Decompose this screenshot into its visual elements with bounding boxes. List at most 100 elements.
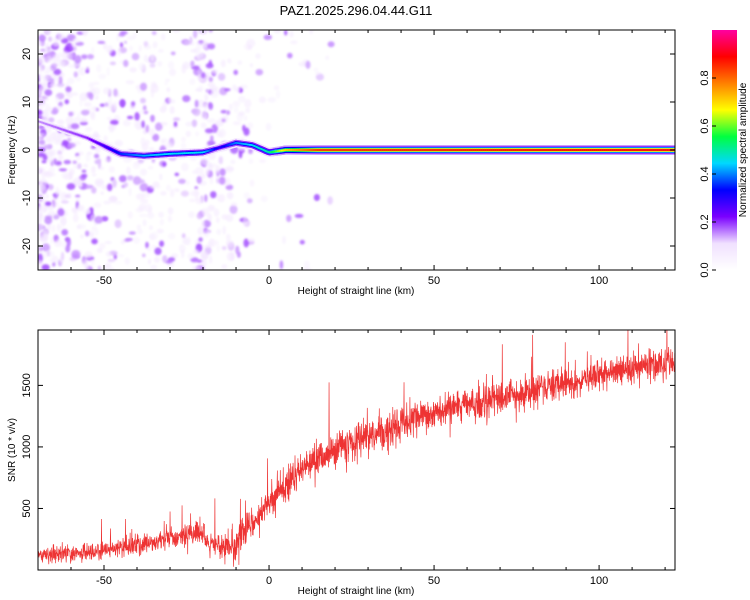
noise-blob bbox=[47, 210, 57, 217]
noise-blob bbox=[138, 45, 142, 52]
noise-blob bbox=[196, 99, 205, 108]
noise-blob bbox=[124, 40, 127, 44]
noise-blob bbox=[88, 92, 94, 101]
noise-blob bbox=[226, 110, 231, 115]
noise-blob bbox=[79, 99, 83, 107]
noise-blob bbox=[221, 246, 227, 251]
noise-blob bbox=[154, 247, 162, 255]
noise-blob bbox=[162, 162, 167, 167]
noise-blob bbox=[93, 202, 102, 208]
noise-blob bbox=[71, 92, 79, 96]
noise-blob bbox=[44, 30, 51, 36]
noise-blob bbox=[205, 167, 210, 176]
noise-blob bbox=[203, 229, 210, 238]
noise-blob bbox=[85, 153, 91, 163]
noise-blob bbox=[58, 33, 66, 40]
noise-blob bbox=[149, 63, 156, 68]
noise-blob bbox=[74, 55, 82, 64]
noise-blob bbox=[195, 197, 203, 205]
noise-blob bbox=[225, 233, 231, 241]
noise-blob bbox=[233, 69, 238, 75]
noise-blob bbox=[64, 99, 70, 105]
noise-blob bbox=[38, 219, 42, 223]
noise-blob bbox=[147, 247, 152, 252]
spectrogram-ridge-layer bbox=[38, 118, 675, 161]
noise-blob bbox=[231, 202, 238, 207]
noise-blob bbox=[142, 105, 147, 112]
noise-blob bbox=[238, 95, 246, 103]
noise-blob bbox=[85, 184, 94, 189]
noise-blob bbox=[84, 126, 93, 132]
noise-blob bbox=[166, 87, 171, 93]
noise-blob bbox=[138, 179, 145, 184]
noise-blob bbox=[56, 82, 65, 88]
snr-y-ticks: 500 1000 1500 bbox=[21, 373, 675, 518]
colorbar-tick-label: 0.4 bbox=[699, 166, 711, 181]
noise-blob bbox=[147, 258, 152, 265]
noise-blob bbox=[75, 182, 84, 187]
noise-blob bbox=[284, 30, 288, 36]
noise-blob bbox=[198, 237, 203, 242]
noise-blob bbox=[160, 33, 166, 41]
noise-blob bbox=[80, 234, 84, 239]
noise-blob bbox=[142, 253, 146, 258]
noise-blob bbox=[201, 173, 206, 180]
noise-blob bbox=[294, 213, 304, 218]
noise-blob bbox=[140, 168, 147, 176]
noise-blob bbox=[79, 92, 88, 102]
noise-blob bbox=[133, 236, 140, 244]
noise-blob bbox=[246, 38, 256, 48]
noise-blob bbox=[58, 154, 64, 161]
noise-blob bbox=[85, 230, 90, 237]
noise-blob bbox=[192, 108, 201, 116]
noise-blob bbox=[97, 158, 101, 163]
noise-blob bbox=[132, 32, 137, 39]
noise-blob bbox=[194, 99, 199, 108]
noise-blob bbox=[149, 146, 155, 152]
noise-blob bbox=[39, 204, 48, 213]
noise-blob bbox=[201, 158, 208, 166]
noise-blob bbox=[75, 152, 80, 157]
noise-blob bbox=[53, 42, 59, 47]
noise-blob bbox=[72, 37, 80, 44]
noise-blob bbox=[152, 41, 158, 49]
noise-blob bbox=[53, 68, 62, 75]
y-tick-label: 20 bbox=[21, 48, 33, 60]
noise-blob bbox=[213, 208, 220, 217]
noise-blob bbox=[149, 225, 153, 230]
noise-blob bbox=[55, 96, 60, 104]
noise-blob bbox=[242, 216, 248, 226]
noise-blob bbox=[58, 168, 67, 172]
noise-blob bbox=[75, 76, 81, 82]
noise-blob bbox=[218, 176, 226, 185]
noise-blob bbox=[94, 153, 100, 159]
noise-blob bbox=[45, 201, 52, 206]
noise-blob bbox=[63, 159, 71, 165]
noise-blob bbox=[185, 180, 190, 186]
noise-blob bbox=[102, 87, 112, 95]
noise-blob bbox=[313, 67, 319, 72]
noise-blob bbox=[224, 88, 231, 92]
noise-blob bbox=[49, 172, 56, 177]
noise-blob bbox=[220, 59, 226, 68]
noise-blob bbox=[38, 55, 46, 64]
noise-blob bbox=[45, 150, 54, 157]
noise-blob bbox=[201, 207, 210, 217]
noise-blob bbox=[229, 205, 238, 214]
noise-blob bbox=[207, 140, 216, 146]
noise-blob bbox=[134, 161, 140, 166]
colorbar-tick-label: 0.2 bbox=[699, 214, 711, 229]
noise-blob bbox=[247, 122, 254, 129]
noise-blob bbox=[286, 214, 292, 223]
noise-blob bbox=[249, 63, 253, 68]
noise-blob bbox=[234, 86, 241, 93]
noise-blob bbox=[73, 45, 77, 52]
noise-blob bbox=[282, 235, 286, 245]
noise-blob bbox=[174, 172, 180, 177]
noise-blob bbox=[65, 116, 74, 125]
noise-blob bbox=[42, 110, 48, 117]
noise-blob bbox=[243, 192, 250, 199]
noise-blob bbox=[39, 41, 45, 47]
noise-blob bbox=[73, 116, 81, 123]
noise-blob bbox=[234, 105, 239, 114]
